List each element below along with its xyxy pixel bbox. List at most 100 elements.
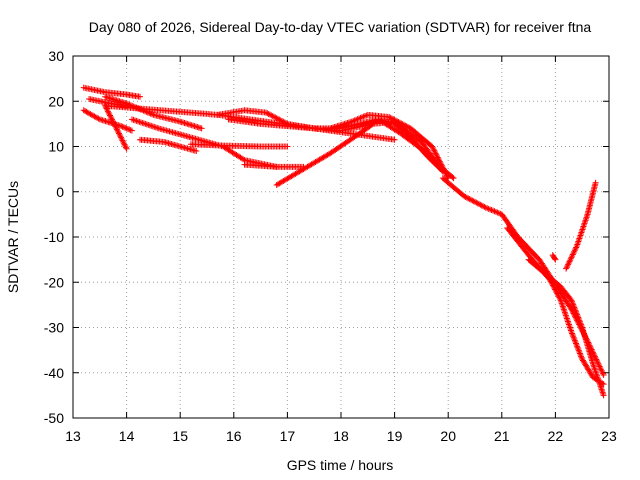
data-point: [136, 118, 143, 125]
data-point: [121, 141, 128, 148]
data-point: [569, 331, 576, 338]
data-point: [599, 389, 606, 396]
data-point: [123, 145, 130, 152]
data-point: [470, 198, 477, 205]
data-point: [353, 116, 360, 123]
data-point: [354, 116, 361, 123]
data-point: [122, 144, 129, 151]
data-point: [104, 108, 111, 115]
data-point: [469, 197, 476, 204]
x-tick-label: 18: [333, 428, 349, 444]
data-point: [570, 301, 577, 308]
data-point: [591, 366, 598, 373]
data-point: [478, 202, 485, 209]
series-arc-k: [273, 118, 446, 188]
data-point: [113, 124, 120, 131]
data-point: [119, 123, 126, 130]
data-point: [107, 112, 114, 119]
data-point: [269, 113, 276, 120]
data-point: [565, 319, 572, 326]
data-point: [461, 193, 468, 200]
data-point: [137, 93, 143, 100]
data-point: [576, 234, 583, 240]
data-point: [111, 120, 118, 127]
data-point: [564, 318, 571, 325]
data-point: [127, 127, 134, 134]
data-point: [568, 329, 575, 336]
data-point: [551, 285, 558, 292]
data-point: [109, 116, 116, 123]
data-point: [198, 125, 205, 132]
data-point: [565, 321, 572, 328]
data-point: [125, 101, 132, 108]
data-point: [578, 353, 585, 360]
data-point: [388, 115, 395, 122]
data-point: [577, 320, 584, 327]
data-point: [111, 122, 118, 129]
data-point: [450, 175, 457, 182]
data-point: [482, 204, 489, 211]
data-point: [590, 362, 597, 369]
data-point: [577, 351, 584, 358]
data-point: [598, 386, 605, 393]
data-point: [146, 122, 153, 129]
data-point: [598, 367, 605, 374]
data-point: [576, 317, 583, 324]
data-point: [440, 165, 447, 172]
data-point: [563, 315, 570, 322]
data-point: [571, 305, 578, 312]
data-point: [394, 118, 401, 125]
data-point: [571, 304, 578, 311]
data-point: [571, 248, 578, 255]
data-point: [599, 370, 606, 377]
data-point: [488, 207, 495, 214]
data-point: [126, 126, 133, 133]
data-point: [477, 201, 484, 208]
data-point: [582, 217, 589, 224]
data-point: [571, 247, 578, 254]
data-point: [572, 307, 579, 314]
data-point: [571, 336, 578, 343]
data-point: [151, 123, 158, 130]
data-point: [115, 130, 122, 137]
data-point: [361, 113, 368, 120]
data-point: [399, 121, 406, 128]
data-point: [567, 255, 574, 262]
data-point: [356, 115, 363, 122]
data-point: [266, 111, 273, 118]
data-point: [574, 311, 581, 318]
data-point: [567, 326, 574, 333]
data-point: [487, 206, 494, 213]
data-point: [575, 346, 582, 353]
data-point: [563, 264, 570, 271]
data-point: [130, 116, 137, 123]
data-point: [437, 160, 444, 167]
data-point: [600, 392, 607, 399]
data-point: [600, 381, 607, 388]
data-point: [107, 113, 114, 120]
x-tick-label: 15: [172, 428, 188, 444]
data-point: [117, 133, 124, 140]
data-point: [398, 120, 405, 127]
data-point: [123, 100, 130, 107]
data-point: [122, 142, 129, 149]
data-point: [386, 114, 393, 121]
data-point: [113, 126, 120, 133]
data-point: [592, 179, 599, 186]
data-point: [570, 250, 577, 257]
data-point: [119, 137, 126, 144]
data-point: [434, 153, 441, 160]
data-point: [549, 282, 556, 289]
data-point: [351, 117, 358, 124]
data-point: [109, 118, 116, 125]
data-point: [134, 118, 141, 125]
data-point: [572, 339, 579, 346]
data-point: [396, 119, 403, 126]
data-point: [579, 224, 586, 231]
data-point: [563, 313, 570, 320]
data-point: [137, 119, 144, 126]
data-point: [436, 157, 443, 164]
y-tick-label: 0: [56, 184, 64, 200]
y-tick-label: -50: [44, 410, 64, 426]
x-tick-label: 22: [548, 428, 564, 444]
